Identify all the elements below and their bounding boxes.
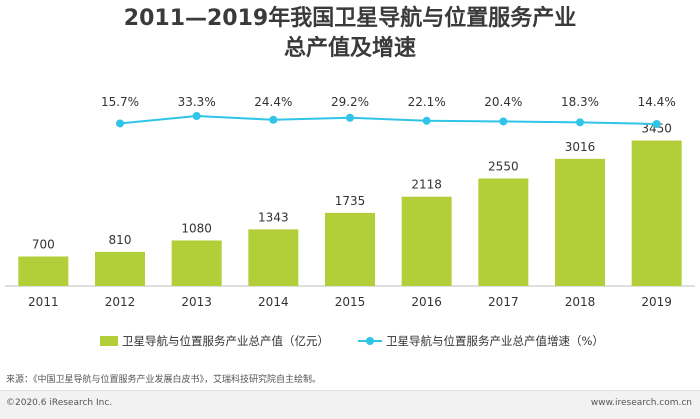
growth-label-2018: 18.3%	[561, 95, 599, 109]
x-tick-2019: 2019	[641, 295, 672, 309]
growth-label-2012: 15.7%	[101, 95, 139, 109]
bar-2015	[325, 212, 375, 286]
copyright-text: ©2020.6 iResearch Inc.	[6, 398, 113, 408]
bar-label-2013: 1080	[181, 221, 212, 235]
footer: ©2020.6 iResearch Inc. www.iresearch.com…	[0, 390, 700, 419]
chart-svg: 700 2011 810 2012 1080 2013 1343 2014 1735 2015 21…	[5, 95, 695, 309]
bar-2016	[401, 196, 452, 286]
growth-label-2016: 22.1%	[408, 95, 446, 109]
growth-label-2013: 33.3%	[178, 95, 216, 109]
bar-label-2012: 810	[109, 233, 132, 247]
x-tick-2012: 2012	[105, 295, 136, 309]
x-tick-2017: 2017	[488, 295, 519, 309]
growth-point-2014	[269, 115, 278, 124]
x-tick-2018: 2018	[565, 295, 596, 309]
x-tick-2016: 2016	[411, 295, 442, 309]
bar-label-2014: 1343	[258, 210, 289, 224]
growth-label-2019: 14.4%	[638, 95, 676, 109]
legend: 卫星导航与位置服务产业总产值（亿元） 卫星导航与位置服务产业总产值增速（%）	[0, 333, 700, 353]
growth-point-2012	[116, 119, 124, 128]
bar-2012	[95, 251, 145, 286]
bar-2018	[555, 158, 605, 286]
x-tick-2014: 2014	[258, 295, 289, 309]
growth-point-2019	[652, 120, 661, 128]
legend-item-output: 卫星导航与位置服务产业总产值（亿元）	[100, 333, 329, 349]
growth-point-2016	[422, 116, 431, 125]
growth-label-2014: 24.4%	[254, 95, 292, 109]
growth-line	[119, 114, 657, 125]
x-tick-2011: 2011	[28, 295, 59, 309]
x-tick-2015: 2015	[335, 295, 366, 309]
growth-label-2015: 29.2%	[331, 95, 369, 109]
legend-bar-swatch	[100, 336, 118, 346]
bar-2017	[478, 178, 529, 286]
legend-line-swatch	[358, 336, 382, 346]
bar-label-2011: 700	[32, 237, 55, 251]
legend-label-growth: 卫星导航与位置服务产业总产值增速（%）	[386, 334, 604, 348]
bar-label-2015: 1735	[335, 194, 366, 208]
bar-2019	[631, 140, 682, 286]
bar-2013	[171, 240, 222, 286]
bar-label-2018: 3016	[565, 140, 596, 154]
growth-point-2018	[576, 118, 584, 127]
bar-label-2016: 2118	[411, 178, 442, 192]
growth-point-2013	[192, 112, 201, 120]
chart-title-text: 2011—2019年我国卫星导航与位置服务产业 总产值及增速	[123, 6, 577, 61]
source-note: 来源：《中国卫星导航与位置服务产业发展白皮书》，艾瑞科技研究院自主绘制。	[6, 375, 322, 385]
legend-label-output: 卫星导航与位置服务产业总产值（亿元）	[122, 334, 329, 348]
bar-2014	[248, 229, 299, 286]
bar-label-2019: 3450	[641, 122, 672, 136]
bar-label-2017: 2550	[488, 159, 519, 173]
growth-point-2015	[346, 113, 354, 122]
website-link[interactable]: www.iresearch.com.cn	[590, 398, 692, 408]
chart-title: 2011—2019年我国卫星导航与位置服务产业 总产值及增速	[0, 4, 700, 64]
growth-point-2017	[499, 117, 508, 126]
bar-2011	[18, 256, 69, 286]
growth-label-2017: 20.4%	[484, 95, 522, 109]
x-tick-2013: 2013	[181, 295, 212, 309]
legend-item-growth: 卫星导航与位置服务产业总产值增速（%）	[358, 333, 604, 349]
